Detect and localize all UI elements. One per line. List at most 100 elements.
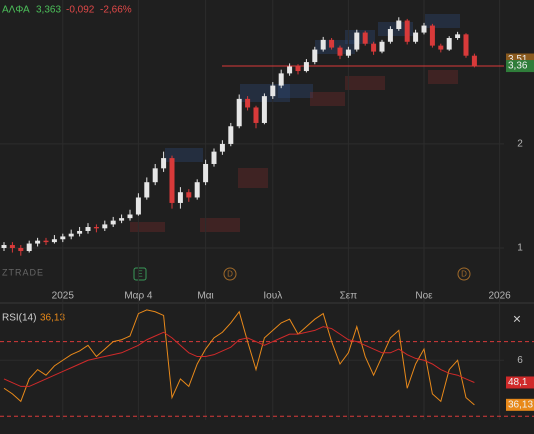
value-badge bbox=[506, 398, 534, 411]
candle-body bbox=[194, 182, 200, 198]
rsi-value: 36,13 bbox=[40, 313, 65, 324]
rsi-line bbox=[3, 326, 475, 387]
candle-body bbox=[35, 240, 41, 244]
candle-body bbox=[270, 85, 276, 97]
rsi-line bbox=[3, 309, 475, 406]
candle-body bbox=[396, 20, 402, 30]
value-badge-label: 48,1 bbox=[508, 377, 528, 388]
close-button[interactable]: × bbox=[513, 311, 521, 327]
candle-body bbox=[261, 96, 267, 123]
watermark: ZTRADE bbox=[2, 267, 44, 277]
candle-body bbox=[387, 29, 393, 42]
value-badge-label: 36,13 bbox=[508, 399, 533, 410]
candle-body bbox=[135, 197, 141, 215]
zone bbox=[130, 222, 165, 232]
event-badge bbox=[223, 267, 237, 281]
y-tick-label: 1 bbox=[517, 243, 523, 254]
candle-body bbox=[295, 66, 301, 72]
candle-body bbox=[186, 192, 192, 198]
zone bbox=[200, 218, 240, 232]
price-badge-label: 3,36 bbox=[508, 61, 528, 72]
y-tick-label: 2 bbox=[517, 139, 523, 150]
event-badges: E D D bbox=[133, 267, 471, 281]
candle-body bbox=[312, 49, 318, 63]
ticker-price: 3,363 bbox=[36, 5, 61, 16]
candle-body bbox=[1, 245, 7, 248]
candle-body bbox=[404, 20, 410, 42]
value-badge bbox=[506, 376, 534, 389]
x-tick-label: Μαρ 4 bbox=[124, 291, 153, 302]
candle-body bbox=[9, 245, 15, 248]
zone bbox=[310, 92, 345, 106]
candle-body bbox=[43, 240, 49, 243]
candle-body bbox=[371, 43, 377, 52]
candle-body bbox=[287, 66, 293, 74]
candle-body bbox=[211, 151, 217, 164]
candle-body bbox=[413, 32, 419, 42]
candle-body bbox=[152, 168, 158, 183]
candle-body bbox=[471, 55, 477, 66]
candle-body bbox=[320, 39, 326, 50]
candle-body bbox=[303, 62, 309, 72]
candle-body bbox=[379, 41, 385, 52]
candle-body bbox=[60, 236, 66, 240]
zone bbox=[238, 168, 268, 188]
zone bbox=[345, 76, 385, 90]
candle-body bbox=[127, 214, 133, 219]
candle-body bbox=[278, 73, 284, 86]
candle-body bbox=[245, 98, 251, 108]
candle-body bbox=[177, 192, 183, 203]
x-tick-label: Νοε bbox=[415, 291, 433, 302]
candle-body bbox=[169, 158, 175, 203]
candles bbox=[1, 17, 477, 256]
ticker-change: -0,092 bbox=[66, 5, 95, 16]
x-tick-label: 2025 bbox=[52, 291, 75, 302]
candle-body bbox=[77, 230, 83, 234]
zone bbox=[378, 22, 413, 36]
candle-body bbox=[455, 34, 461, 39]
x-tick-label: 2026 bbox=[488, 291, 511, 302]
zone bbox=[278, 84, 313, 98]
event-badge bbox=[133, 267, 147, 281]
candle-body bbox=[354, 32, 360, 50]
candle-body bbox=[463, 34, 469, 56]
candle-body bbox=[446, 38, 452, 50]
x-tick-label: Σεπ bbox=[340, 291, 358, 302]
price-badge-label: 3,51 bbox=[508, 54, 528, 65]
candle-body bbox=[18, 247, 24, 252]
candle-body bbox=[51, 239, 57, 243]
candle-body bbox=[93, 227, 99, 229]
rsi-title: RSI(14) bbox=[2, 313, 36, 324]
x-tick-label: Ιουλ bbox=[263, 291, 282, 302]
candle-body bbox=[26, 243, 32, 252]
zone bbox=[428, 70, 458, 84]
candle-body bbox=[421, 25, 427, 33]
candle-body bbox=[144, 182, 150, 198]
zone bbox=[425, 14, 460, 28]
candle-body bbox=[203, 163, 209, 183]
candle-body bbox=[119, 218, 125, 221]
candle-body bbox=[253, 107, 259, 123]
candle-body bbox=[345, 49, 351, 56]
candle-body bbox=[110, 220, 116, 225]
candle-body bbox=[68, 233, 74, 237]
candle-body bbox=[429, 25, 435, 46]
zones bbox=[130, 14, 460, 232]
ticker-change-pct: -2,66% bbox=[100, 5, 132, 16]
candle-body bbox=[102, 224, 108, 229]
event-badge bbox=[457, 267, 471, 281]
candle-body bbox=[337, 47, 343, 56]
zone bbox=[345, 30, 375, 44]
y-tick-label: 6 bbox=[517, 355, 523, 366]
candle-body bbox=[161, 158, 167, 169]
candle-body bbox=[362, 32, 368, 44]
candle-body bbox=[329, 39, 335, 48]
candle-body bbox=[438, 45, 444, 50]
candle-body bbox=[219, 143, 225, 152]
candle-body bbox=[85, 227, 91, 231]
ticker-name: ΑΛΦΑ bbox=[2, 5, 30, 16]
event-label: E bbox=[137, 270, 142, 279]
